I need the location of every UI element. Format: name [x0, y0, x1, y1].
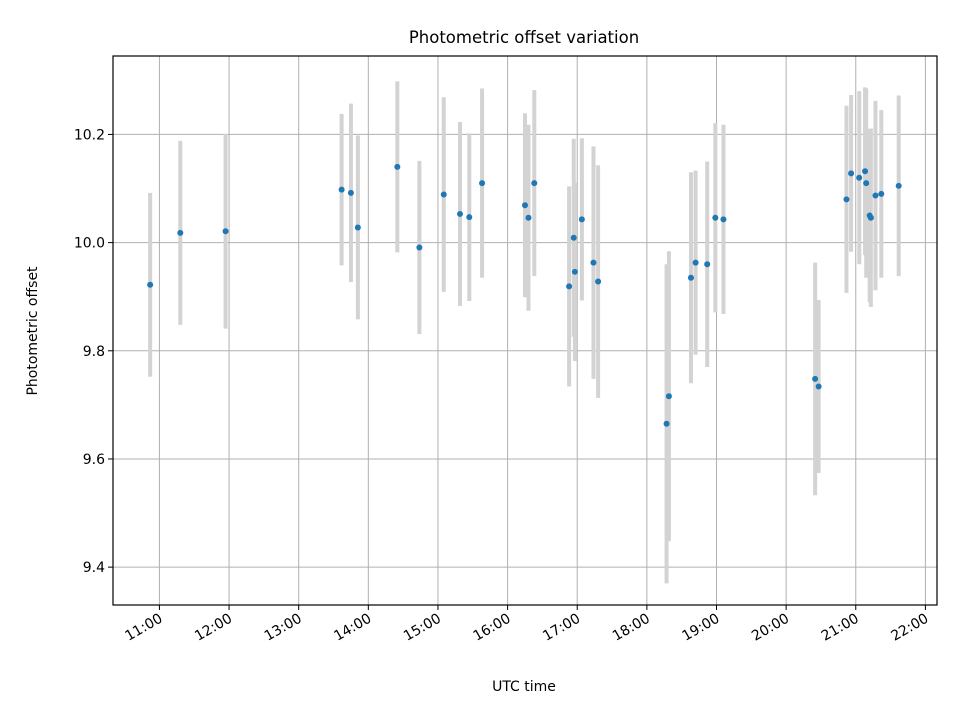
data-point	[522, 202, 528, 209]
data-point	[856, 174, 863, 181]
y-ticks: 9.4 9.6 9.8 10.0 10.2	[74, 127, 113, 576]
data-point	[712, 214, 719, 221]
data-point	[578, 216, 585, 223]
data-point	[665, 393, 672, 400]
data-point	[531, 180, 538, 187]
x-axis-label: UTC time	[492, 679, 556, 695]
data-point	[720, 216, 727, 223]
x-tick-label: 12:00	[192, 611, 235, 645]
y-tick-label: 10.2	[74, 127, 105, 143]
data-point	[466, 214, 473, 221]
data-point	[595, 278, 602, 285]
data-point	[843, 196, 850, 203]
y-tick-label: 9.8	[83, 344, 105, 360]
data-point	[440, 191, 447, 198]
data-point	[692, 259, 699, 266]
data-point	[479, 180, 486, 187]
data-point	[570, 234, 577, 241]
x-tick-label: 15:00	[401, 611, 444, 645]
x-tick-label: 20:00	[749, 611, 792, 645]
data-point	[525, 214, 532, 221]
data-point	[867, 214, 874, 221]
data-point	[354, 224, 361, 231]
data-point	[687, 274, 694, 281]
x-ticks: 11:00 12:00 13:00 14:00 15:00 16:00 17:00 18:00…	[122, 605, 931, 645]
data-points	[147, 163, 902, 427]
x-tick-label: 11:00	[122, 611, 165, 645]
data-point	[815, 383, 822, 390]
data-point	[863, 180, 870, 187]
x-tick-label: 16:00	[471, 611, 514, 645]
data-point	[590, 259, 597, 266]
data-point	[394, 163, 401, 170]
x-tick-label: 14:00	[331, 611, 374, 645]
x-tick-label: 22:00	[888, 611, 931, 645]
data-point	[571, 268, 578, 275]
data-point	[177, 229, 184, 236]
plot-frame	[112, 55, 938, 606]
data-point	[347, 189, 354, 196]
x-tick-label: 21:00	[819, 611, 862, 645]
y-tick-label: 9.6	[83, 452, 105, 468]
data-point	[457, 210, 464, 217]
chart-title: Photometric offset variation	[409, 28, 639, 47]
data-point	[566, 283, 573, 290]
y-axis-label: Photometric offset	[25, 266, 41, 396]
x-tick-label: 17:00	[540, 611, 583, 645]
data-point	[663, 420, 670, 427]
data-point	[147, 281, 154, 288]
data-point	[416, 244, 423, 251]
data-point	[895, 182, 902, 189]
x-tick-label: 18:00	[610, 611, 653, 645]
data-point	[862, 168, 869, 175]
data-point	[872, 192, 879, 199]
data-point	[222, 228, 229, 235]
x-tick-label: 13:00	[262, 611, 305, 645]
data-point	[812, 375, 819, 382]
x-tick-label: 19:00	[680, 611, 723, 645]
data-point	[878, 190, 885, 197]
data-point	[704, 261, 711, 268]
y-tick-label: 9.4	[83, 560, 105, 576]
y-tick-label: 10.0	[74, 236, 105, 252]
data-point	[848, 170, 855, 177]
data-point	[338, 186, 345, 193]
